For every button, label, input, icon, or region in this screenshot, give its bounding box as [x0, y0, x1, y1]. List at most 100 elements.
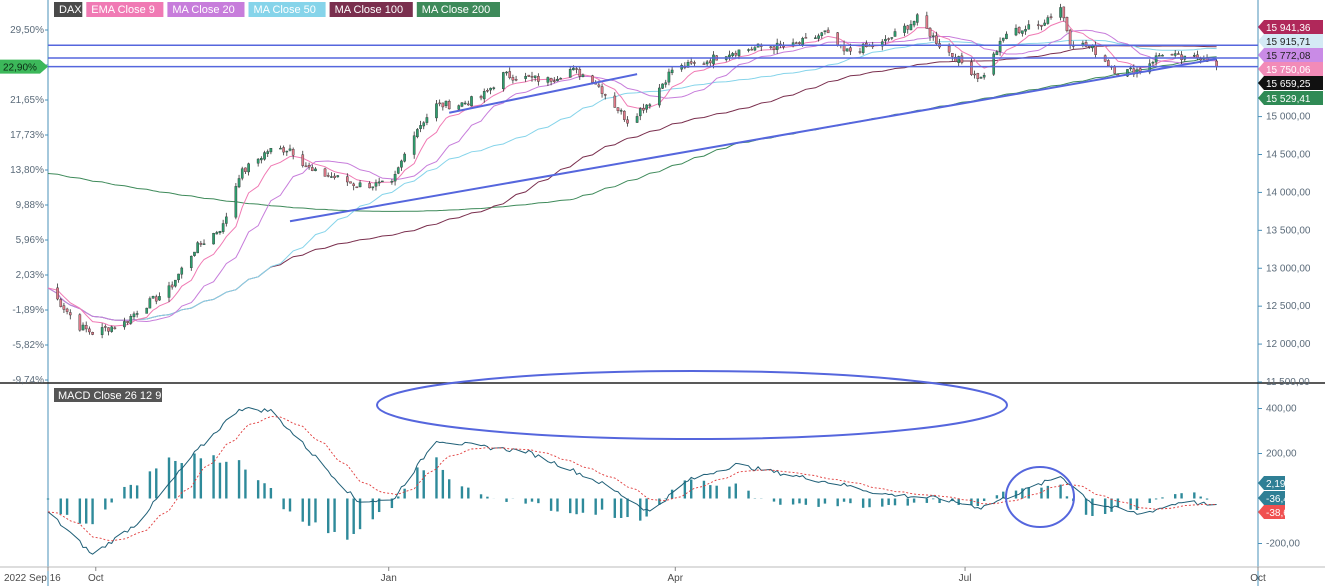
legend-item[interactable]: [416, 2, 500, 17]
candle-body: [260, 158, 263, 161]
candle-body: [371, 186, 375, 189]
macd-histogram-bar: [1027, 487, 1030, 499]
macd-histogram-bar: [371, 498, 374, 520]
candle-body: [906, 25, 910, 30]
candle-body: [1215, 60, 1218, 67]
macd-histogram-bar: [377, 498, 381, 513]
candle-body: [1154, 55, 1158, 63]
macd-histogram-bar: [288, 498, 292, 512]
candle-body: [492, 87, 496, 89]
candle-body: [396, 167, 400, 174]
candle-body: [871, 45, 875, 48]
candle-body: [1170, 54, 1174, 56]
candle-body: [237, 178, 241, 188]
legend-item[interactable]: [329, 2, 413, 17]
candle-body: [381, 180, 384, 183]
candle-body: [263, 152, 266, 160]
candle-body: [616, 107, 620, 111]
candle-body: [349, 181, 352, 184]
candle-body: [626, 119, 629, 124]
candle-body: [527, 74, 531, 77]
macd-histogram-bar: [1002, 491, 1005, 499]
candle-body: [177, 273, 180, 281]
candle-body: [1126, 69, 1129, 77]
x-axis: 2022 Sep 16 Oct Jan Apr Jul Oct: [4, 567, 1266, 584]
candle-body: [890, 37, 894, 39]
left-axis-tick: 9,88%: [16, 200, 44, 211]
right-axis-tick: 14 500,00: [1266, 150, 1311, 161]
candle-body: [801, 38, 804, 45]
legend-item[interactable]: [248, 2, 326, 17]
candle-body: [135, 313, 139, 315]
candle-body: [323, 168, 327, 177]
macd-histogram-bar: [645, 498, 648, 517]
macd-histogram-bar: [849, 498, 852, 504]
macd-histogram-bar: [416, 467, 419, 499]
candles: [56, 3, 1218, 339]
macd-histogram-bar: [734, 483, 737, 499]
left-axis-tick: 2,03%: [16, 270, 44, 281]
price-tag-text: 15 772,08: [1266, 51, 1311, 62]
candle-body: [502, 72, 505, 89]
ma100-line: [47, 45, 1217, 321]
macd-tag: [1258, 476, 1285, 490]
candle-body: [737, 49, 741, 56]
macd-histogram-bar: [403, 488, 406, 499]
candle-body: [600, 86, 604, 94]
macd-histogram-bar: [397, 496, 400, 499]
candle-body: [104, 326, 107, 328]
legend-item[interactable]: [86, 2, 164, 17]
macd-histogram-bar: [861, 498, 865, 508]
candle-body: [995, 51, 999, 56]
macd-histogram-bar: [269, 488, 273, 499]
candle-body: [508, 71, 512, 78]
price-tag: [1258, 91, 1323, 105]
candle-body: [304, 165, 308, 168]
macd-histogram-bar: [65, 498, 69, 515]
candle-body: [1193, 55, 1196, 57]
candle-body: [1084, 42, 1088, 47]
candle-body: [1094, 44, 1097, 55]
macd-histogram-bar: [772, 498, 776, 502]
candle-body: [928, 27, 932, 37]
legend-item[interactable]: [167, 2, 245, 17]
ma200-line: [47, 56, 1217, 212]
candle-body: [552, 80, 556, 82]
candle-body: [1173, 53, 1177, 56]
candle-body: [1036, 24, 1040, 26]
price-tag: [1258, 34, 1323, 48]
macd-histogram-bar: [505, 498, 508, 502]
candle-body: [537, 76, 540, 82]
candle-body: [463, 102, 467, 105]
candle-body: [256, 158, 260, 164]
right-axis-tick: 12 500,00: [1266, 301, 1311, 312]
macd-histogram-bar: [549, 498, 553, 511]
macd-histogram-bar: [155, 468, 158, 499]
candle-body: [1065, 17, 1069, 31]
long-trendline: [289, 57, 1217, 223]
candle-body: [648, 104, 652, 107]
macd-histogram-bar: [1193, 492, 1196, 499]
candle-body: [556, 78, 559, 82]
macd-histogram-bar: [1161, 497, 1164, 499]
macd-histogram-bar: [906, 498, 909, 506]
macd-histogram-bar: [709, 485, 712, 499]
legend-label: MA Close 50: [254, 4, 316, 16]
macd-histogram-bar: [995, 495, 999, 499]
candle-body: [269, 148, 273, 153]
candle-body: [1138, 68, 1142, 72]
candle-body: [970, 61, 973, 75]
candle-body: [638, 108, 642, 117]
x-axis-tick: 2022 Sep 16: [4, 573, 61, 584]
macd-histogram-bar: [199, 458, 203, 499]
legend-item[interactable]: [54, 2, 83, 17]
candle-body: [221, 223, 225, 232]
candle-body: [1027, 24, 1031, 30]
macd-histogram-bar: [244, 469, 247, 499]
candle-body: [954, 56, 957, 62]
candle-body: [355, 186, 359, 189]
candle-body: [88, 328, 91, 333]
macd-histogram-bar: [1040, 487, 1043, 499]
macd-histogram-bar: [1110, 498, 1113, 512]
